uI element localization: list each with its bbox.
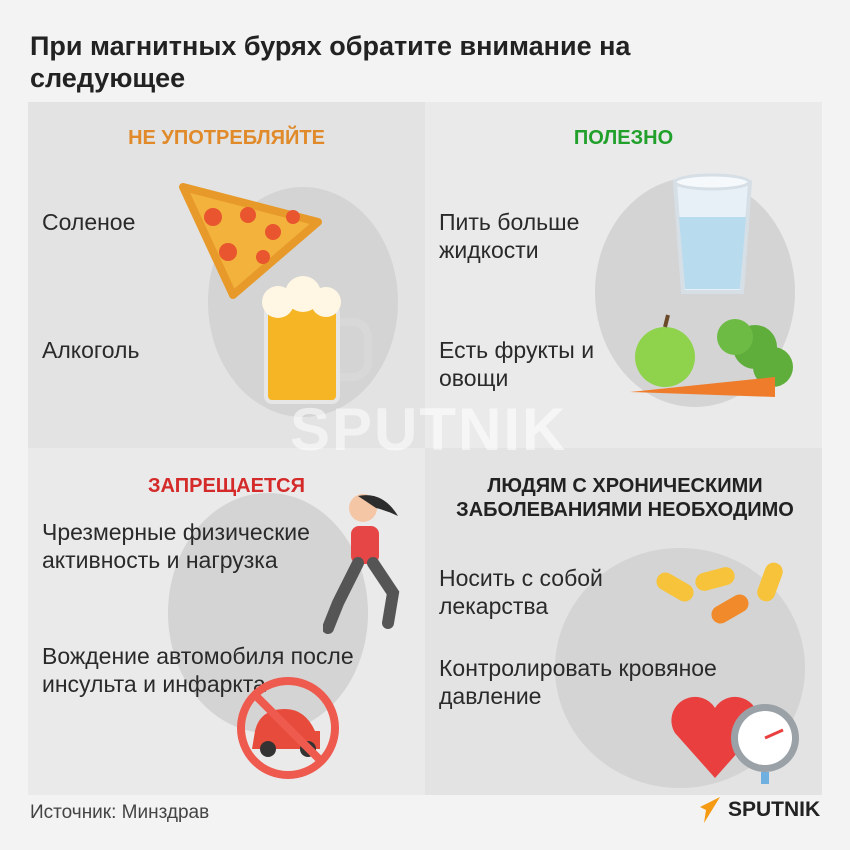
item-driving: Вождение автомобиля после инсульта и инф… xyxy=(42,643,354,697)
item-salty: Соленое xyxy=(42,209,136,235)
page-title: При магнитных бурях обратите внимание на… xyxy=(30,31,631,93)
panel-heading: НЕ УПОТРЕБЛЯЙТЕ xyxy=(128,127,325,149)
item-fruits: Есть фрукты и овощи xyxy=(439,337,595,391)
beer-icon xyxy=(262,276,372,404)
item-physical-activity: Чрезмерные физические активность и нагру… xyxy=(42,519,310,573)
sputnik-watermark: SPUTNIK xyxy=(290,396,568,463)
item-alcohol: Алкоголь xyxy=(42,337,140,363)
item-blood-pressure: Контролировать кровяное давление xyxy=(439,655,717,709)
no-car-icon xyxy=(237,677,339,779)
panel-useful: ПОЛЕЗНО Пить больше жидкости Есть фрукты… xyxy=(425,102,822,448)
panel-chronic: ЛЮДЯМ С ХРОНИЧЕСКИМИ ЗАБОЛЕВАНИЯМИ НЕОБХ… xyxy=(425,448,822,795)
sputnik-logo-icon xyxy=(700,797,720,823)
source-text: Источник: Минздрав xyxy=(30,802,210,823)
item-drink: Пить больше жидкости xyxy=(439,209,580,263)
panel-avoid: НЕ УПОТРЕБЛЯЙТЕ Соленое Алкоголь xyxy=(28,102,425,448)
pizza-icon xyxy=(179,183,322,299)
panel-heading: ЗАПРЕЩАЕТСЯ xyxy=(148,475,305,497)
sputnik-logo: SPUTNIK xyxy=(700,797,820,823)
item-medicine: Носить с собой лекарства xyxy=(439,565,603,619)
pills-icon xyxy=(656,562,783,624)
runner-icon xyxy=(323,494,400,634)
panel-heading: ЛЮДЯМ С ХРОНИЧЕСКИМИ ЗАБОЛЕВАНИЯМИ НЕОБХ… xyxy=(456,475,794,521)
sputnik-logo-text: SPUTNIK xyxy=(728,798,821,821)
water-glass-icon xyxy=(672,173,753,294)
heart-pressure-icon xyxy=(671,696,799,784)
fruits-vegetables-icon xyxy=(630,314,793,397)
panel-heading: ПОЛЕЗНО xyxy=(573,127,674,149)
panel-prohibited: ЗАПРЕЩАЕТСЯ Чрезмерные физические активн… xyxy=(28,448,425,795)
